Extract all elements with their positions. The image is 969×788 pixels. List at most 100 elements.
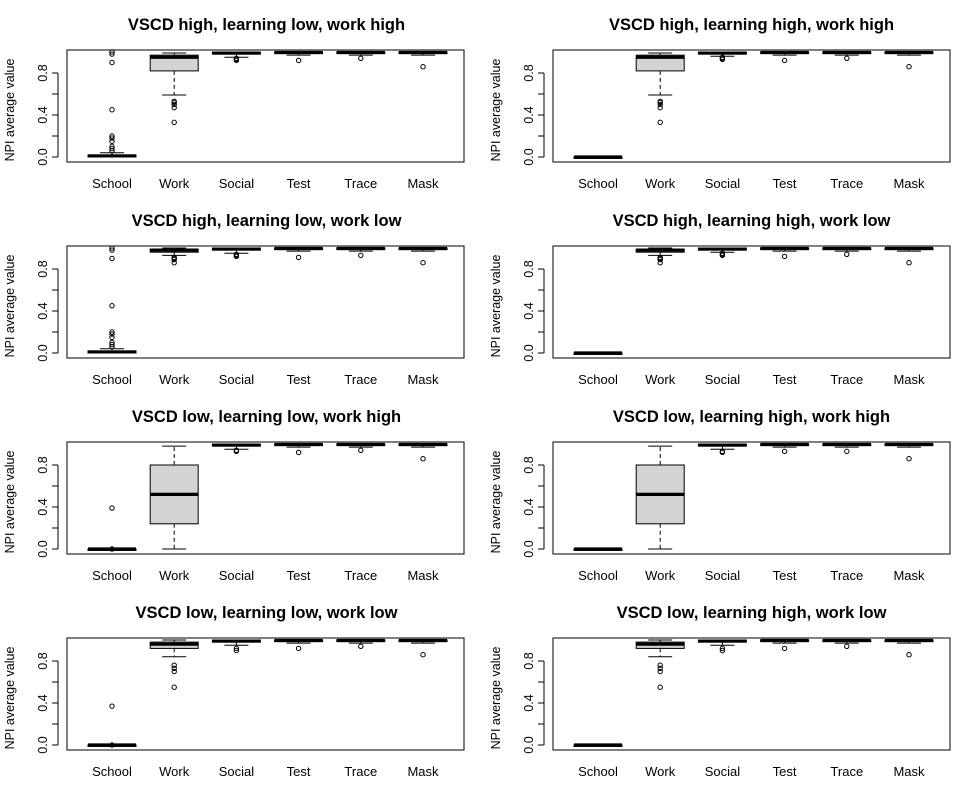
outlier-point [109,138,115,144]
plot-frame [552,637,951,751]
x-category-label: Test [773,372,797,387]
y-axis-label: NPI average value [489,255,503,358]
outlier-point [109,255,115,262]
box-mask [884,442,934,462]
outlier-point [844,448,850,455]
y-axis-label: NPI average value [489,59,503,162]
x-category-label: Test [773,568,797,583]
outlier-point [719,647,726,654]
box-trace [822,246,872,258]
outlier-point [171,665,177,672]
box-trace [336,638,386,649]
x-category-label: Mask [893,764,925,779]
x-category-label: School [578,372,618,387]
outlier-point [719,250,726,256]
y-tick-label: 0.4 [36,694,50,711]
y-tick-label: 0.8 [36,456,50,473]
outlier-point [109,334,115,340]
box-social [697,51,747,63]
outlier-point [109,329,115,335]
x-category-label: Work [159,372,190,387]
box-test [760,50,810,64]
box-school [573,155,623,159]
box-school [573,743,623,747]
y-tick-label: 0.0 [522,540,536,557]
x-category-label: Work [645,372,676,387]
x-category-label: Mask [407,568,439,583]
outlier-point [109,341,115,348]
outlier-point [109,245,115,251]
plot-frame [552,441,951,555]
outlier-point [171,98,177,105]
box-trace [822,638,872,649]
x-category-label: Trace [830,372,863,387]
outlier-point [844,643,850,649]
box-test [760,442,810,455]
y-axis-label: NPI average value [3,59,17,162]
outlier-point [109,703,115,709]
box-social [211,443,261,455]
box-work [149,52,199,126]
y-tick-label: 0.8 [522,260,536,277]
box-mask [398,638,448,658]
outlier-point [295,449,302,456]
box-social [697,639,747,654]
box-work [149,247,199,266]
box-work [149,639,199,690]
x-category-label: School [92,764,132,779]
y-tick-label: 0.8 [522,64,536,81]
outlier-point [109,145,115,152]
x-category-label: Test [773,764,797,779]
plot-frame [66,245,465,359]
x-category-label: Social [219,176,255,191]
x-category-label: School [578,176,618,191]
box-social [211,51,261,64]
box-work [635,52,685,126]
panel: VSCD high, learning high, work high 0.0 0.… [489,16,951,191]
box-work [635,445,685,550]
outlier-point [109,143,115,150]
outlier-point [420,64,426,70]
y-axis-label: NPI average value [3,255,17,358]
box-social [697,443,747,456]
box-test [274,638,324,652]
x-category-label: Test [287,764,311,779]
outlier-point [844,55,850,61]
box-social [211,247,261,260]
outlier-point [781,448,788,455]
x-category-label: Trace [344,372,377,387]
box-trace [822,50,872,61]
box-mask [398,246,448,266]
box-work [635,639,685,690]
y-tick-label: 0.8 [36,64,50,81]
x-category-label: Social [219,568,255,583]
panel-title: VSCD high, learning low, work low [132,212,402,230]
outlier-point [233,251,240,258]
outlier-point [109,133,115,139]
outlier-point [657,119,663,126]
outlier-point [109,742,115,748]
outlier-point [358,643,364,649]
x-category-label: Social [219,764,255,779]
box-school [87,245,137,354]
outlier-point [171,254,177,261]
box-trace [336,246,386,259]
y-tick-label: 0.4 [36,302,50,319]
box-work [635,247,685,266]
y-axis-label: NPI average value [489,451,503,554]
y-tick-label: 0.4 [522,106,536,123]
y-tick-label: 0.8 [522,456,536,473]
outlier-point [109,107,115,113]
panel: VSCD high, learning low, work low 0.0 0.4 0… [3,212,465,387]
outlier-point [233,645,240,652]
panel: VSCD high, learning high, work low 0.0 0.4… [489,212,951,387]
y-tick-label: 0.0 [522,344,536,361]
outlier-point [906,652,912,658]
x-category-label: Trace [830,764,863,779]
outlier-point [657,684,663,690]
box-school [87,703,137,748]
x-category-label: School [92,176,132,191]
y-tick-label: 0.0 [36,540,50,557]
